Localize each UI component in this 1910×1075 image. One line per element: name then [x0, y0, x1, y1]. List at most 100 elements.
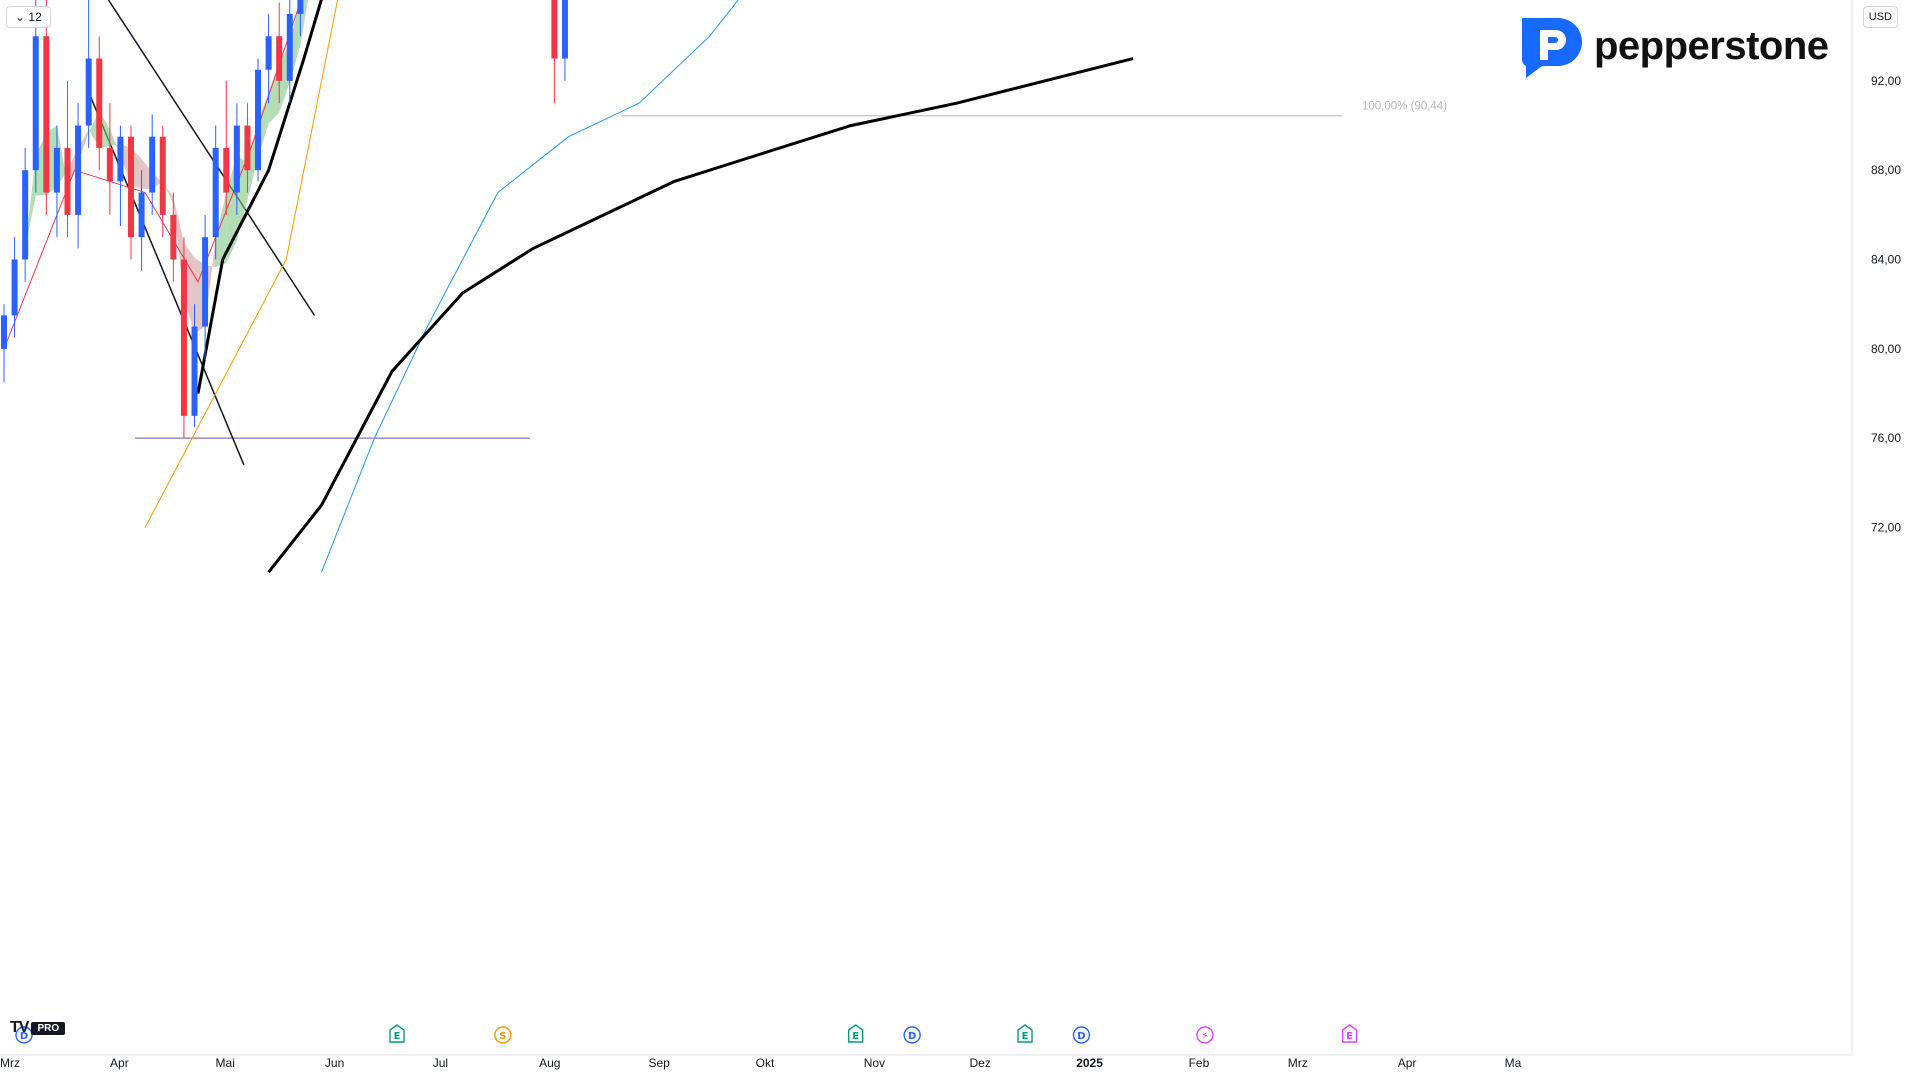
- earnings-icon: [389, 1024, 405, 1043]
- candle-body: [22, 170, 29, 260]
- price-tick-label: 72,00: [1871, 520, 1901, 534]
- dividend-icon: [1072, 1026, 1091, 1044]
- time-tick-label: Ma: [1505, 1056, 1522, 1070]
- candle-body: [244, 125, 251, 171]
- event-marker: D: [15, 1026, 33, 1044]
- time-tick-label: Jun: [325, 1056, 344, 1070]
- candle: [170, 192, 177, 282]
- candle-body: [75, 125, 82, 215]
- event-marker: D: [903, 1026, 921, 1044]
- brand-name: pepperstone: [1594, 23, 1829, 68]
- ema-cloud: [109, 129, 121, 156]
- currency-button[interactable]: USD: [1862, 6, 1898, 28]
- candle-body: [233, 125, 240, 193]
- time-tick-label: Sep: [648, 1056, 670, 1070]
- time-axis: Mrz Apr Mai Jun Jul Aug Sep Okt Nov Dez 2025 Feb Mrz…: [0, 1054, 1852, 1070]
- event-marker: ⚡: [1196, 1026, 1214, 1044]
- earnings-icon: [847, 1024, 864, 1043]
- candle: [212, 125, 219, 260]
- flash-icon: [1196, 1026, 1214, 1044]
- candle-body: [159, 136, 166, 215]
- time-tick-label: Dez: [970, 1056, 991, 1070]
- event-marker-letter: E: [1022, 1031, 1029, 1042]
- time-tick-label: Jul: [433, 1056, 448, 1070]
- candle: [64, 80, 71, 238]
- event-marker-letter: S: [499, 1031, 506, 1042]
- candle: [551, 0, 558, 104]
- interval-button[interactable]: ⌄ 12: [6, 6, 51, 28]
- candle-body: [43, 36, 50, 193]
- candle-body: [1, 315, 7, 349]
- event-marker-letter: E: [1346, 1031, 1353, 1042]
- candle: [117, 125, 124, 227]
- candle: [159, 125, 166, 238]
- event-markers: E S E D E D ⚡ E D: [15, 1024, 1358, 1044]
- ema-cloud: [162, 181, 174, 204]
- candle: [255, 58, 262, 182]
- time-tick-label: Feb: [1189, 1056, 1210, 1070]
- candle: [297, 0, 304, 37]
- candle-body: [561, 0, 568, 59]
- price-tick-label: 88,00: [1871, 163, 1901, 177]
- earnings-icon: [1341, 1024, 1358, 1043]
- candle-body: [255, 69, 262, 171]
- candle-body: [297, 0, 304, 14]
- candle: [22, 147, 29, 282]
- earnings-icon: [1017, 1024, 1033, 1043]
- candle-body: [32, 36, 39, 171]
- time-tick-label: Okt: [756, 1056, 775, 1070]
- channel-line-lower: [87, 91, 245, 466]
- candle: [202, 214, 209, 361]
- split-icon: [494, 1026, 512, 1044]
- event-marker-letter: D: [1077, 1031, 1085, 1042]
- ema-cloud: [215, 192, 227, 267]
- candle-body: [149, 136, 156, 193]
- time-tick-label: Mrz: [1288, 1056, 1308, 1070]
- chevron-down-icon: ⌄: [15, 10, 26, 24]
- price-tick-label: 84,00: [1871, 253, 1901, 267]
- price-tick-label: 76,00: [1871, 431, 1901, 445]
- event-marker: D: [1072, 1026, 1091, 1044]
- price-axis: 72,0076,0080,0084,0088,0092,0096,00100,0…: [1851, 0, 1901, 1055]
- candle-body: [286, 13, 293, 81]
- event-marker: E: [1017, 1024, 1033, 1043]
- candle-body: [180, 259, 187, 416]
- candle-body: [85, 58, 92, 126]
- candle: [223, 80, 230, 215]
- candle-body: [202, 237, 209, 327]
- candle-body: [53, 147, 60, 193]
- price-tick-label: 80,00: [1871, 342, 1901, 356]
- tradingview-badge: TV PRO: [10, 1019, 66, 1037]
- event-marker-letter: E: [394, 1031, 401, 1042]
- time-tick-label: Apr: [1398, 1056, 1417, 1070]
- candle-body: [128, 136, 135, 238]
- time-tick-label: Mrz: [0, 1056, 20, 1070]
- pro-badge: PRO: [31, 1021, 66, 1035]
- dividend-icon: [903, 1026, 921, 1044]
- event-marker: E: [389, 1024, 405, 1043]
- moving-average-sma400: [267, 57, 1134, 574]
- candle: [32, 0, 39, 193]
- dividend-icon: [15, 1026, 33, 1044]
- candle: [128, 125, 135, 260]
- candle-body: [212, 147, 219, 238]
- moving-average-sma100: [196, 0, 323, 394]
- candle-body: [191, 326, 198, 416]
- candle: [75, 103, 82, 249]
- candle: [561, 0, 568, 81]
- candle-body: [276, 36, 283, 81]
- candle: [43, 0, 50, 215]
- interval-label: 12: [28, 10, 42, 24]
- price-tick-label: 92,00: [1871, 74, 1901, 88]
- candle-body: [551, 0, 558, 59]
- event-marker: S: [494, 1026, 512, 1044]
- candle: [138, 170, 145, 271]
- candle: [1, 304, 7, 383]
- candle: [233, 103, 240, 215]
- candle-body: [138, 192, 145, 238]
- candle: [11, 237, 18, 338]
- candle: [85, 0, 92, 148]
- time-tick-label: Apr: [110, 1056, 129, 1070]
